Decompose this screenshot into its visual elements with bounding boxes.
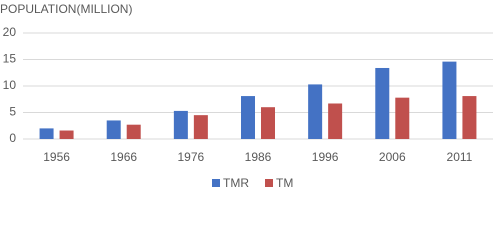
bar (173, 110, 188, 139)
x-tick-label: 1976 (178, 150, 205, 164)
bar (375, 67, 390, 139)
x-tick-label: 1986 (245, 150, 272, 164)
x-tick-label: 2006 (379, 150, 406, 164)
chart: POPULATION(MILLION) 0 5 10 15 20 1956 1966 1976… (0, 2, 493, 190)
legend-label: TMR (223, 176, 249, 190)
bar (442, 61, 457, 140)
bar (193, 115, 208, 139)
legend-swatch (212, 179, 220, 187)
bar (328, 103, 343, 139)
bar (126, 124, 141, 139)
legend-label: TM (276, 176, 293, 190)
bar (395, 97, 410, 139)
chart-title: POPULATION(MILLION) (0, 2, 132, 16)
y-tick-label: 20 (3, 25, 17, 39)
x-tick-label: 1996 (312, 150, 339, 164)
y-tick-label: 15 (3, 52, 17, 66)
bar (308, 84, 323, 139)
y-tick-label: 0 (9, 131, 16, 145)
x-tick-label: 1956 (43, 150, 70, 164)
y-tick-label: 5 (9, 105, 16, 119)
bar (59, 130, 74, 139)
x-tick-label: 2011 (447, 150, 473, 164)
bar (39, 128, 54, 139)
legend-swatch (265, 179, 273, 187)
bar (261, 107, 275, 139)
bar (462, 96, 477, 139)
x-tick-label: 1966 (110, 150, 137, 164)
y-tick-label: 10 (3, 78, 17, 92)
bar (241, 96, 255, 139)
bar (106, 120, 121, 139)
